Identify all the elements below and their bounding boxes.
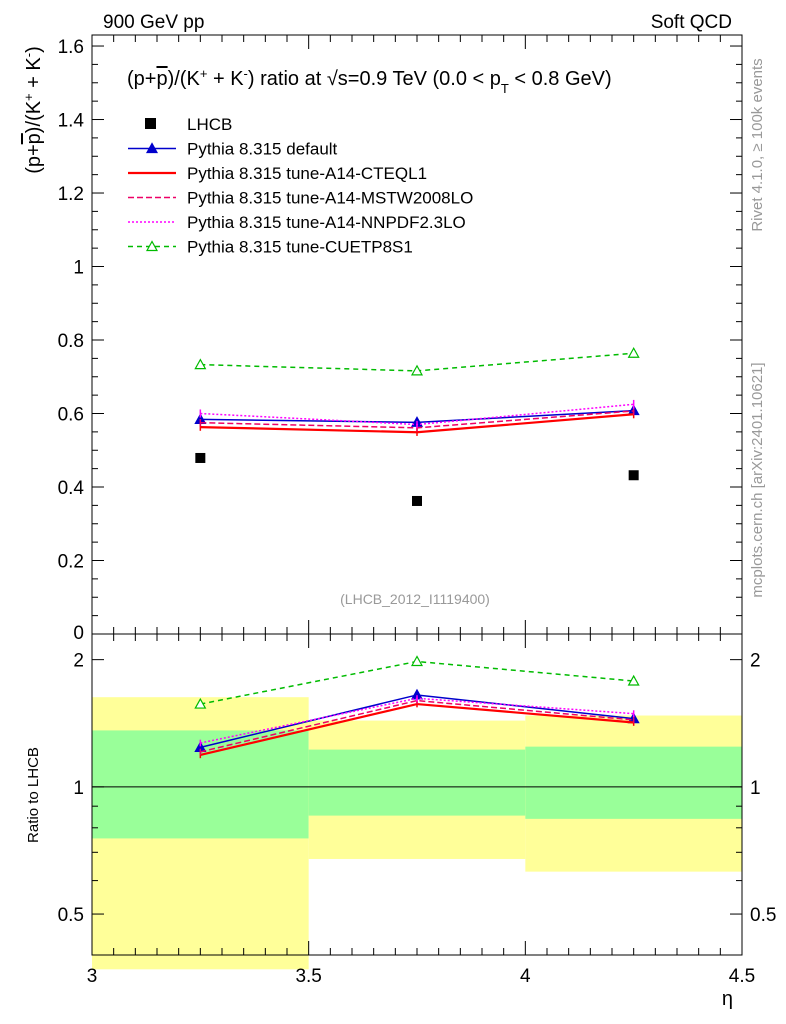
header-category-label: Soft QCD [651, 12, 732, 33]
ratio-line-2 [200, 699, 634, 753]
ratio-marker-4-0 [194, 697, 207, 709]
y-tick-label-zero: 0 [73, 623, 84, 644]
ratio-marker-4-2 [627, 674, 640, 686]
x-tick-label: 3 [87, 966, 98, 987]
x-tick-label: 3.5 [295, 966, 321, 987]
legend-marker-0 [145, 142, 159, 154]
ratio-tick-label-right: 0.5 [750, 905, 776, 926]
y-tick-label: 1.2 [58, 184, 84, 205]
y-tick-label: 1.4 [58, 111, 85, 132]
y-tick-label: 0.8 [58, 331, 84, 352]
y-tick-label: 0.6 [58, 405, 84, 426]
chart-title: (p+p)/(K+ + K-) ratio at √s=0.9 TeV (0.0… [127, 66, 612, 96]
data-point-2 [628, 470, 639, 481]
uncertainty-bands [92, 697, 742, 970]
ratio-tick-label-left: 1 [73, 778, 84, 799]
legend-label-3: Pythia 8.315 tune-A14-NNPDF2.3LO [187, 213, 466, 232]
x-tick-label: 4.5 [729, 966, 755, 987]
series-lines [194, 347, 640, 759]
legend-label-4: Pythia 8.315 tune-CUETP8S1 [187, 238, 413, 257]
x-axis-label: η [722, 988, 733, 1010]
band-green-1 [308, 749, 526, 816]
legend-marker-4 [145, 240, 159, 252]
ratio-axis-label: Ratio to LHCB [25, 747, 42, 843]
data-point-1 [412, 495, 422, 506]
legend-label-0: Pythia 8.315 default [187, 140, 338, 159]
y-tick-label: 1.6 [58, 37, 84, 58]
y-tick-label: 0.4 [58, 478, 85, 499]
legend-label-1: Pythia 8.315 tune-A14-CTEQL1 [187, 164, 427, 183]
y-axis-label: (p+p)/(K+ + K-) [21, 46, 46, 174]
series-marker-4-1 [410, 364, 424, 376]
header-process-label: 900 GeV pp [103, 12, 204, 33]
ratio-tick-label-left: 2 [73, 651, 84, 672]
legend-label-2: Pythia 8.315 tune-A14-MSTW2008LO [187, 189, 473, 208]
axes: 0.2 0.4 0.6 0.8 1 1.2 1.4 1.6 0 3 3.5 4 4.5 0.5 0.5 1 1 2… [58, 34, 776, 987]
legend-marker-data [145, 118, 156, 129]
series-marker-4-2 [627, 347, 640, 358]
y-tick-label: 1 [73, 258, 84, 279]
series-marker-4-0 [194, 358, 207, 370]
y-tick-label: 0.2 [58, 552, 84, 573]
ratio-marker-4-1 [410, 655, 424, 667]
legend: LHCB Pythia 8.315 default Pythia 8.315 tun… [128, 115, 473, 257]
ratio-tick-label-left: 0.5 [58, 905, 84, 926]
legend-label-data: LHCB [187, 115, 232, 134]
x-tick-label: 4 [520, 966, 531, 987]
mcplots-label: mcplots.cern.ch [arXiv:2401.10621] [749, 362, 766, 597]
ratio-tick-label-right: 1 [750, 778, 761, 799]
rivet-version-label: Rivet 4.1.0, ≥ 100k events [749, 58, 766, 231]
data-points [195, 452, 639, 506]
data-point-0 [195, 452, 206, 463]
band-green-2 [525, 746, 742, 819]
analysis-watermark: (LHCB_2012_I1119400) [340, 591, 490, 607]
ratio-tick-label-right: 2 [750, 651, 761, 672]
